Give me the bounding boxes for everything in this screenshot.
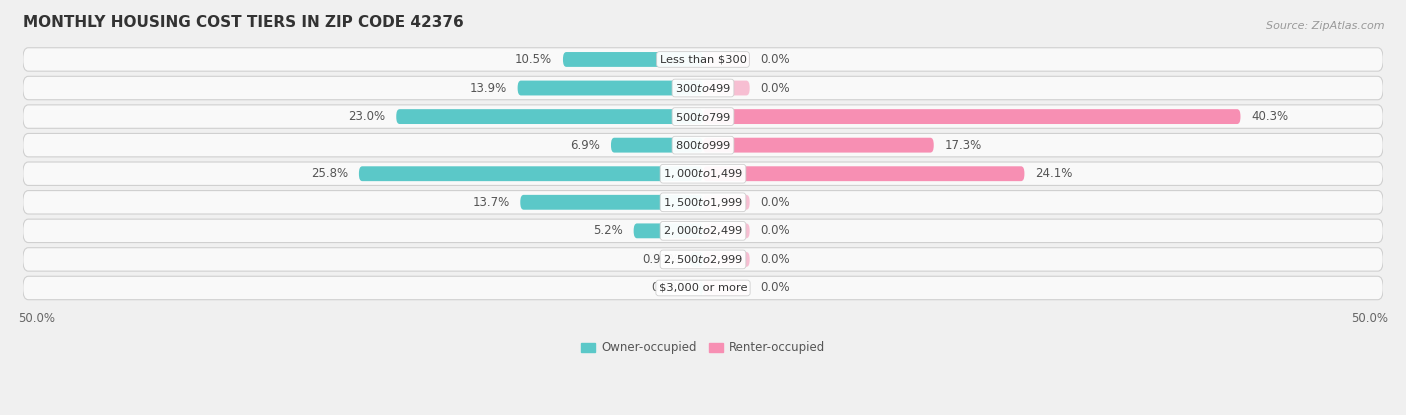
Text: 0.0%: 0.0% (761, 53, 790, 66)
Text: $300 to $499: $300 to $499 (675, 82, 731, 94)
Text: 25.8%: 25.8% (311, 167, 349, 180)
FancyBboxPatch shape (22, 276, 1384, 300)
FancyBboxPatch shape (22, 162, 1384, 186)
FancyBboxPatch shape (703, 281, 749, 295)
FancyBboxPatch shape (359, 166, 703, 181)
Text: $800 to $999: $800 to $999 (675, 139, 731, 151)
Text: Less than $300: Less than $300 (659, 54, 747, 64)
FancyBboxPatch shape (690, 252, 703, 267)
FancyBboxPatch shape (22, 248, 1384, 271)
FancyBboxPatch shape (562, 52, 703, 67)
Text: 6.9%: 6.9% (571, 139, 600, 151)
Text: 0.0%: 0.0% (761, 253, 790, 266)
FancyBboxPatch shape (703, 81, 749, 95)
Text: 0.0%: 0.0% (761, 225, 790, 237)
Text: 0.0%: 0.0% (761, 196, 790, 209)
Text: $500 to $799: $500 to $799 (675, 110, 731, 122)
FancyBboxPatch shape (22, 48, 1384, 71)
FancyBboxPatch shape (699, 281, 703, 295)
Text: 0.0%: 0.0% (761, 81, 790, 95)
FancyBboxPatch shape (703, 252, 749, 267)
FancyBboxPatch shape (703, 166, 1025, 181)
FancyBboxPatch shape (22, 219, 1384, 242)
Text: $1,000 to $1,499: $1,000 to $1,499 (664, 167, 742, 180)
FancyBboxPatch shape (634, 223, 703, 238)
Text: 24.1%: 24.1% (1035, 167, 1073, 180)
Text: 40.3%: 40.3% (1251, 110, 1288, 123)
FancyBboxPatch shape (703, 223, 749, 238)
Legend: Owner-occupied, Renter-occupied: Owner-occupied, Renter-occupied (576, 337, 830, 359)
FancyBboxPatch shape (703, 52, 749, 67)
Text: 23.0%: 23.0% (349, 110, 385, 123)
Text: $3,000 or more: $3,000 or more (659, 283, 747, 293)
Text: 13.9%: 13.9% (470, 81, 508, 95)
FancyBboxPatch shape (396, 109, 703, 124)
Text: MONTHLY HOUSING COST TIERS IN ZIP CODE 42376: MONTHLY HOUSING COST TIERS IN ZIP CODE 4… (22, 15, 464, 30)
FancyBboxPatch shape (22, 105, 1384, 128)
Text: $2,500 to $2,999: $2,500 to $2,999 (664, 253, 742, 266)
Text: 5.2%: 5.2% (593, 225, 623, 237)
Text: 0.0%: 0.0% (761, 281, 790, 295)
FancyBboxPatch shape (703, 138, 934, 153)
FancyBboxPatch shape (22, 190, 1384, 214)
FancyBboxPatch shape (22, 134, 1384, 157)
Text: 0.28%: 0.28% (651, 281, 689, 295)
Text: Source: ZipAtlas.com: Source: ZipAtlas.com (1267, 21, 1385, 31)
Text: 0.97%: 0.97% (643, 253, 679, 266)
FancyBboxPatch shape (612, 138, 703, 153)
Text: 10.5%: 10.5% (515, 53, 553, 66)
FancyBboxPatch shape (22, 76, 1384, 100)
FancyBboxPatch shape (520, 195, 703, 210)
FancyBboxPatch shape (517, 81, 703, 95)
Text: $2,000 to $2,499: $2,000 to $2,499 (664, 225, 742, 237)
Text: 17.3%: 17.3% (945, 139, 981, 151)
FancyBboxPatch shape (703, 195, 749, 210)
Text: 13.7%: 13.7% (472, 196, 509, 209)
FancyBboxPatch shape (703, 109, 1240, 124)
Text: $1,500 to $1,999: $1,500 to $1,999 (664, 196, 742, 209)
